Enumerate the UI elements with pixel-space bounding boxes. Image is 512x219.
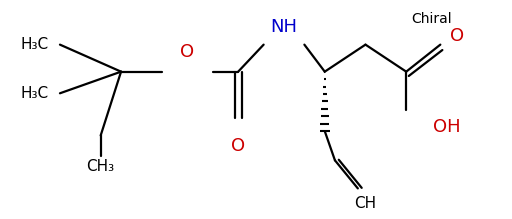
Text: CH: CH: [354, 196, 376, 211]
Text: OH: OH: [433, 118, 461, 136]
Text: O: O: [180, 43, 195, 61]
Text: O: O: [450, 27, 464, 45]
Text: CH₃: CH₃: [87, 159, 115, 174]
Text: Chiral: Chiral: [411, 12, 452, 26]
Text: H₃C: H₃C: [21, 86, 49, 101]
Text: H₃C: H₃C: [21, 37, 49, 52]
Text: O: O: [231, 137, 245, 155]
Text: NH: NH: [270, 18, 297, 36]
